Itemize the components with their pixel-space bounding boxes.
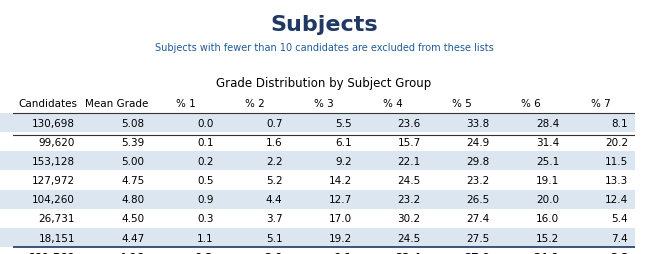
Text: Subjects with fewer than 10 candidates are excluded from these lists: Subjects with fewer than 10 candidates a…	[155, 43, 493, 53]
Text: Subjects: Subjects	[270, 15, 378, 35]
Text: Grade Distribution by Subject Group: Grade Distribution by Subject Group	[216, 76, 432, 89]
